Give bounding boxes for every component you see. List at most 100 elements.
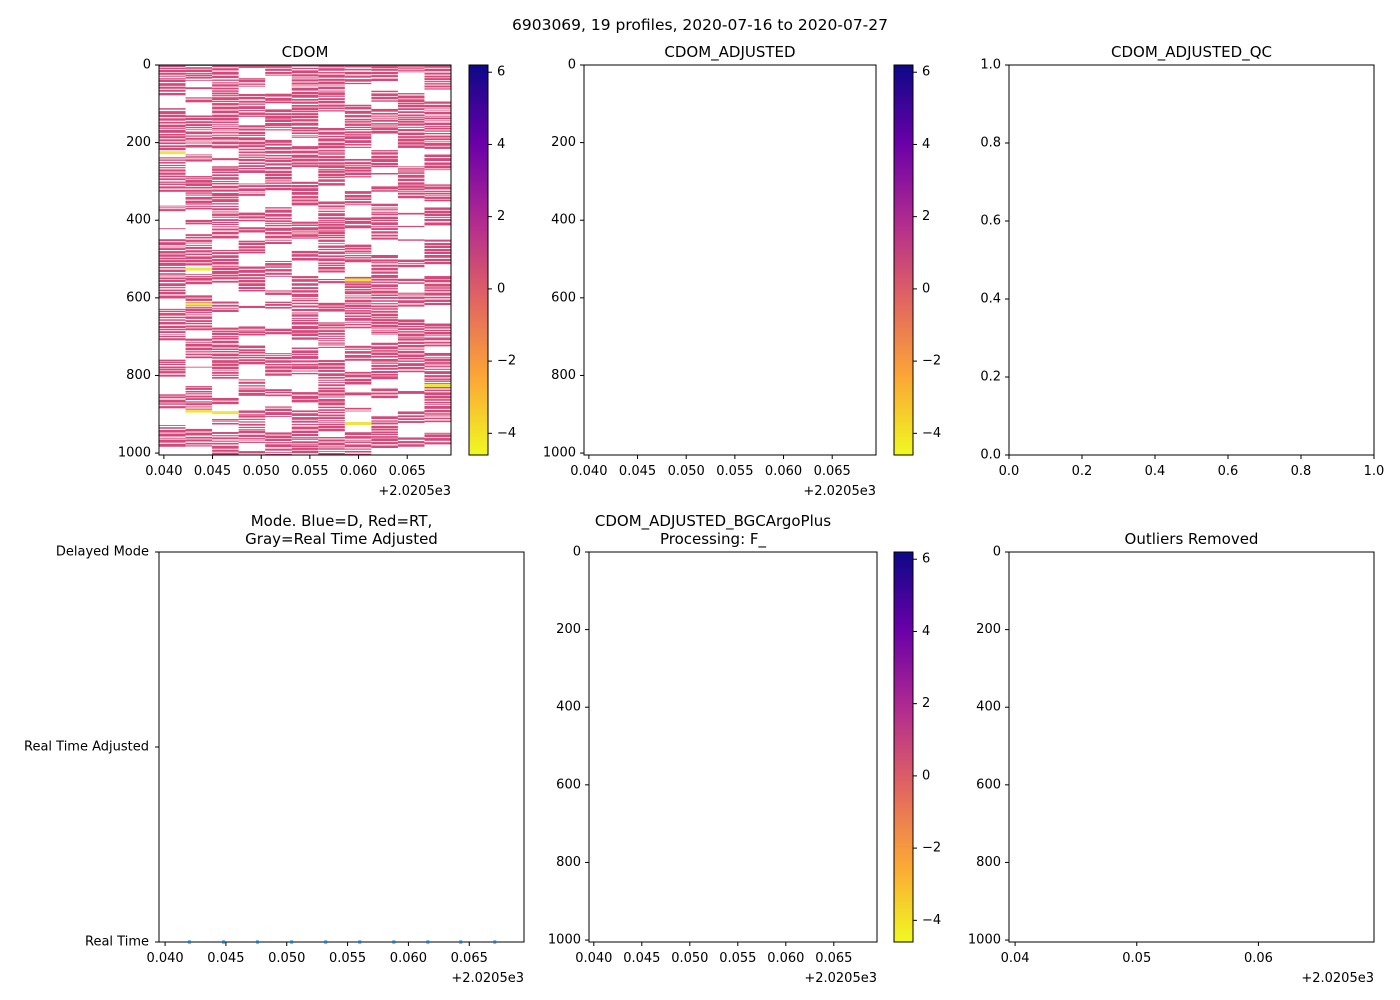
- cdom-cell: [159, 181, 186, 183]
- cdom-cell: [185, 207, 213, 210]
- cdom-cell: [212, 270, 239, 274]
- cdom-cell: [318, 234, 345, 237]
- cdom-cell: [344, 283, 372, 286]
- cdom-cell: [159, 142, 186, 145]
- cdom-cell: [424, 75, 451, 78]
- cdom-cell: [238, 162, 266, 165]
- cdom-cell: [185, 338, 213, 341]
- cdom-cell: [344, 321, 372, 323]
- cdom-cell: [185, 445, 213, 447]
- cdom-cell: [291, 447, 319, 450]
- cdom-cell: [424, 186, 451, 190]
- cdom-cell: [185, 353, 213, 356]
- cdom-cell: [291, 237, 319, 239]
- cdom-outlier-cell: [212, 411, 239, 415]
- cdom-cell: [424, 251, 451, 254]
- cdom-cell: [238, 110, 266, 112]
- cdom-cell: [212, 213, 239, 216]
- cdom-cell: [371, 108, 398, 112]
- cdom-cell: [371, 213, 398, 216]
- cdom-cell: [265, 360, 292, 363]
- cdom-cell: [344, 247, 372, 250]
- cdom-cell: [265, 217, 292, 220]
- cdom-cell: [318, 346, 345, 348]
- outliers_removed-ytick-label: 400: [976, 700, 1001, 715]
- cdom-cell: [238, 246, 266, 249]
- cdom-cell: [344, 123, 372, 126]
- mode-point: [187, 940, 191, 944]
- cdom-cell: [371, 317, 398, 319]
- cdom-cell: [318, 332, 345, 335]
- cdom-cell: [185, 87, 213, 90]
- cdom-cell: [344, 225, 372, 229]
- cdom-cell: [238, 269, 266, 273]
- cdom-cell: [318, 302, 345, 306]
- cdom-cell: [159, 89, 186, 92]
- cdom-cell: [397, 264, 425, 268]
- cdom-cell: [397, 370, 425, 373]
- cdom-cell: [424, 375, 451, 378]
- cdom-cell: [424, 104, 451, 108]
- cdom-cell: [159, 139, 186, 142]
- cdom-cell: [291, 135, 319, 137]
- cdom-cell: [265, 220, 292, 223]
- cdom-cell: [371, 370, 398, 374]
- cdom-cell: [424, 378, 451, 380]
- cdom-cell: [397, 437, 425, 440]
- cdom-cell: [344, 289, 372, 291]
- cdom-cell: [424, 438, 451, 441]
- cdom-cell: [318, 127, 345, 131]
- cdom-cell: [212, 136, 239, 140]
- cdom-cell: [318, 411, 345, 414]
- cdom-cell: [291, 322, 319, 325]
- cdom-cell: [397, 114, 425, 117]
- cdom-cell: [265, 373, 292, 376]
- cdom-cell: [185, 192, 213, 194]
- cdom-cell: [397, 145, 425, 148]
- mode-xtick-label: 0.040: [146, 951, 183, 966]
- cdom-cell: [212, 261, 239, 265]
- cdom-cell: [344, 131, 372, 134]
- cdom-cell: [291, 347, 319, 350]
- cdom-cell: [185, 316, 213, 319]
- cdom-cell: [291, 150, 319, 154]
- cdom-cell: [344, 345, 372, 348]
- cdom-cell: [291, 353, 319, 355]
- cdom-cell: [159, 172, 186, 175]
- cdom-cell: [424, 323, 451, 327]
- cdom-cell: [185, 387, 213, 390]
- cdom-cell: [371, 321, 398, 324]
- cdom-cell: [238, 65, 266, 68]
- cdom-cell: [318, 376, 345, 379]
- cdom-cell: [238, 148, 266, 151]
- cdom-cell: [212, 219, 239, 221]
- cdom-cell: [344, 439, 372, 441]
- cdom-cell: [318, 90, 345, 92]
- cdom-cell: [318, 201, 345, 205]
- cdom-xtick-label: 0.065: [389, 464, 426, 479]
- cdom-cell: [424, 405, 451, 409]
- cdom-cell: [371, 281, 398, 283]
- cdom-cell: [344, 129, 372, 131]
- cdom-cell: [371, 130, 398, 134]
- cdom-cell: [318, 156, 345, 159]
- cdom-cell: [212, 228, 239, 231]
- cdom_adjusted-xtick-label: 0.060: [765, 464, 802, 479]
- cdom-cell: [424, 130, 451, 132]
- cdom-cell: [344, 252, 372, 254]
- cdom-cell: [424, 337, 451, 341]
- cdom-cell: [159, 111, 186, 115]
- cdom-cell: [318, 439, 345, 442]
- cdom-cell: [291, 430, 319, 434]
- cdom-cell: [371, 433, 398, 436]
- cdom-cell: [212, 366, 239, 369]
- cdom-cell: [424, 258, 451, 262]
- cdom-cell: [291, 319, 319, 322]
- cdom-cell: [185, 157, 213, 159]
- cdom-cell: [344, 441, 372, 443]
- cdom-cell: [424, 122, 451, 126]
- cdom-cell: [159, 127, 186, 129]
- cdom_adjusted-ytick-label: 0: [568, 58, 576, 73]
- cdom-cell: [318, 104, 345, 107]
- cdom_bgc-ytick-label: 200: [556, 622, 581, 637]
